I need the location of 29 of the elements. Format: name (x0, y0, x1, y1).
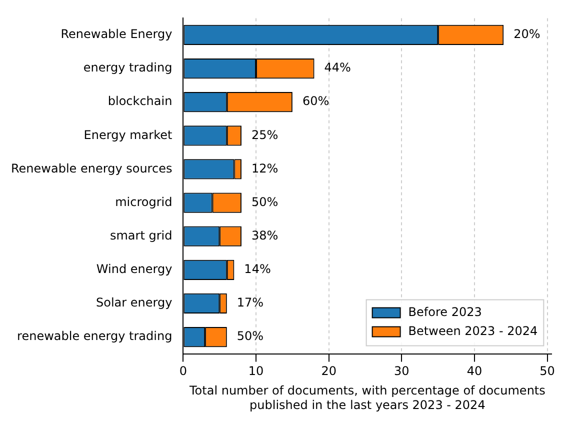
annotation: 25% (251, 128, 278, 142)
legend-label: Between 2023 - 2024 (408, 324, 538, 338)
x-tick-label: 20 (321, 364, 336, 378)
y-tick-label: Solar energy (96, 296, 172, 310)
annotation: 12% (251, 161, 278, 176)
x-tick-label: 10 (248, 364, 264, 378)
annotation: 38% (251, 228, 278, 242)
y-tick-label: smart grid (110, 228, 172, 242)
annotation: 17% (236, 296, 264, 310)
x-tick-label: 40 (466, 364, 482, 378)
x-axis-title: Total number of documents, with percentage of documents published in the last years 2023 - 2024 (188, 384, 546, 412)
annotation: 44% (324, 60, 351, 75)
x-tick-label: 30 (394, 364, 410, 378)
annotation: 60% (302, 94, 330, 108)
legend-label: Before 2023 (408, 304, 482, 319)
y-tick-label: energy trading (83, 60, 172, 75)
annotation: 20% (514, 27, 540, 42)
x-tick-label: 0 (179, 364, 188, 378)
y-tick-label: renewable energy trading (17, 329, 172, 344)
y-tick-label: blockchain (108, 94, 172, 108)
y-tick-label: Energy market (84, 128, 172, 142)
annotation: 50% (236, 329, 264, 344)
annotation: 50% (251, 194, 278, 209)
y-tick-label: Renewable energy sources (10, 161, 172, 176)
y-tick-label: Renewable Energy (60, 27, 172, 42)
y-tick-label: Wind energy (96, 262, 172, 276)
x-tick-label: 50 (540, 364, 555, 378)
annotation: 14% (244, 262, 271, 276)
y-tick-label: microgrid (115, 194, 172, 209)
